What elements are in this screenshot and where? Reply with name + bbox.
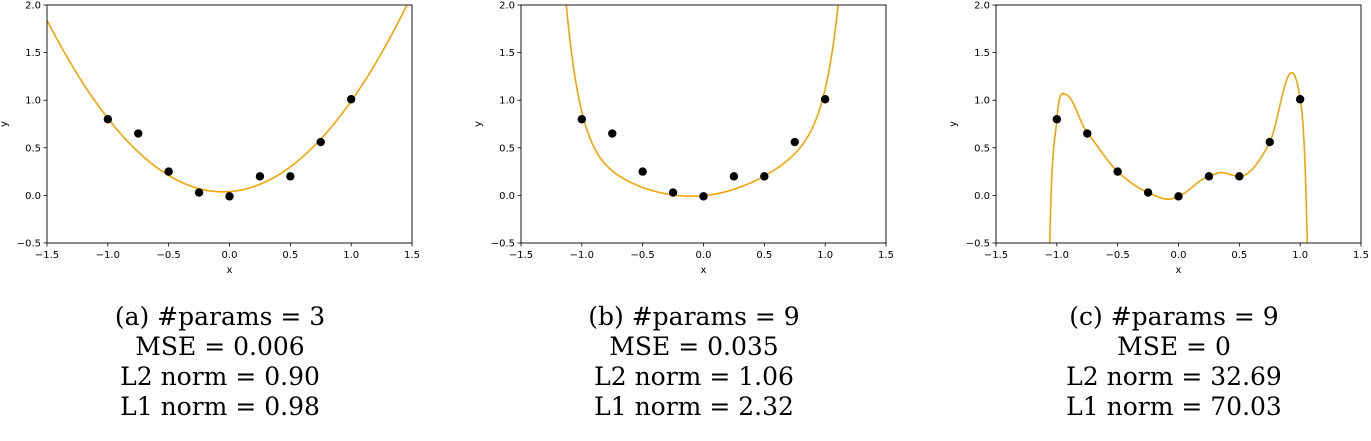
x-tick-label: −0.5	[631, 250, 655, 261]
y-tick-label: 1.0	[25, 96, 41, 107]
y-tick-label: 0.0	[499, 191, 515, 202]
fit-curve	[1048, 71, 1309, 243]
y-tick-label: 1.5	[25, 48, 41, 59]
x-tick-label: −1.0	[1045, 250, 1069, 261]
x-tick-label: 1.0	[817, 250, 833, 261]
y-tick-label: 1.0	[974, 96, 990, 107]
fit-curve	[47, 5, 408, 193]
y-tick-label: 1.0	[499, 96, 515, 107]
caption-a: (a) #params = 3 MSE = 0.006 L2 norm = 0.…	[10, 302, 430, 422]
caption-l2: L2 norm = 1.06	[594, 362, 794, 391]
data-point	[1052, 115, 1062, 124]
y-tick-label: 2.0	[974, 1, 990, 12]
caption-l1: L1 norm = 0.98	[120, 392, 320, 421]
data-point	[1174, 192, 1183, 201]
x-tick-label: 1.0	[343, 250, 359, 261]
data-point	[577, 115, 587, 124]
x-axis-label: x	[701, 265, 707, 276]
caption-l1: L1 norm = 2.32	[594, 392, 794, 421]
caption-mse: MSE = 0.035	[609, 332, 779, 361]
data-point	[346, 95, 356, 104]
data-point	[1295, 95, 1305, 104]
data-point	[316, 137, 325, 147]
x-axis-label: x	[227, 265, 233, 276]
x-tick-label: 1.5	[878, 250, 894, 261]
data-point	[1204, 172, 1214, 181]
x-tick-label: 1.5	[404, 250, 420, 261]
data-point	[134, 129, 143, 138]
y-tick-label: 2.0	[25, 1, 41, 12]
subplot-a: −1.5 −1.0 −0.5 0.0 0.5 1.0 1.5 −0.5 0.0 0.5 1.0 1.5…	[0, 1, 420, 277]
caption-mse: MSE = 0.006	[135, 332, 305, 361]
y-tick-label: −0.5	[966, 239, 990, 250]
subplot-b: −1.5 −1.0 −0.5 0.0 0.5 1.0 1.5 −0.5 0.0 0.5 1.0 1.5…	[473, 1, 894, 277]
y-tick-label: 0.0	[974, 191, 990, 202]
axes-frame	[520, 4, 887, 244]
data-point	[1143, 188, 1153, 197]
caption-params: (c) #params = 9	[1069, 302, 1279, 331]
caption-params: (a) #params = 3	[114, 302, 326, 331]
x-tick-label: −1.5	[984, 250, 1008, 261]
data-point	[286, 172, 295, 181]
x-tick-label: 1.0	[1292, 250, 1308, 261]
data-point	[790, 137, 799, 147]
data-point	[699, 192, 708, 201]
y-tick-label: 0.5	[974, 143, 990, 154]
x-tick-label: 0.0	[696, 250, 712, 261]
data-point	[194, 188, 204, 197]
caption-mse: MSE = 0	[1117, 332, 1231, 361]
y-tick-label: 2.0	[499, 1, 515, 12]
data-point	[608, 129, 617, 138]
x-tick-label: 0.5	[1231, 250, 1247, 261]
caption-c: (c) #params = 9 MSE = 0 L2 norm = 32.69 …	[964, 302, 1371, 422]
caption-l2: L2 norm = 0.90	[120, 362, 320, 391]
x-tick-label: −1.0	[570, 250, 594, 261]
subplot-c: −1.5 −1.0 −0.5 0.0 0.5 1.0 1.5 −0.5 0.0 0.5 1.0 1.5…	[948, 1, 1369, 277]
data-point	[729, 172, 739, 181]
y-tick-label: 0.0	[25, 191, 41, 202]
x-tick-label: −0.5	[1106, 250, 1130, 261]
x-tick-label: 0.0	[222, 250, 238, 261]
caption-params: (b) #params = 9	[588, 302, 800, 331]
y-tick-label: −0.5	[491, 239, 515, 250]
y-axis-label: y	[473, 121, 484, 127]
y-tick-label: 0.5	[25, 143, 41, 154]
x-tick-label: −0.5	[157, 250, 181, 261]
x-axis-label: x	[1176, 265, 1182, 276]
x-tick-label: −1.5	[35, 250, 59, 261]
data-point	[760, 172, 769, 181]
data-point	[1265, 137, 1274, 147]
data-point	[164, 167, 173, 176]
y-tick-label: 0.5	[499, 143, 515, 154]
y-tick-label: 1.5	[499, 48, 515, 59]
y-tick-label: 1.5	[974, 48, 990, 59]
data-point	[103, 115, 113, 124]
y-tick-label: −0.5	[17, 239, 41, 250]
y-axis-label: y	[948, 121, 959, 127]
data-point	[638, 167, 647, 176]
data-point	[1083, 129, 1092, 138]
caption-b: (b) #params = 9 MSE = 0.035 L2 norm = 1.…	[484, 302, 904, 422]
x-tick-label: −1.0	[96, 250, 120, 261]
figure: −1.5 −1.0 −0.5 0.0 0.5 1.0 1.5 −0.5 0.0 0.5 1.0 1.5…	[0, 1, 1369, 277]
x-tick-label: 1.5	[1353, 250, 1369, 261]
data-point	[1235, 172, 1244, 181]
y-axis-label: y	[0, 121, 10, 127]
data-point	[1113, 167, 1122, 176]
fit-curve	[565, 5, 839, 197]
axes-frame	[46, 4, 413, 244]
x-tick-label: 0.0	[1171, 250, 1187, 261]
data-point	[255, 172, 265, 181]
caption-l2: L2 norm = 32.69	[1066, 362, 1282, 391]
x-tick-label: 0.5	[756, 250, 772, 261]
data-point	[668, 188, 678, 197]
data-point	[225, 192, 234, 201]
data-point	[820, 95, 830, 104]
x-tick-label: −1.5	[509, 250, 533, 261]
x-tick-label: 0.5	[282, 250, 298, 261]
caption-l1: L1 norm = 70.03	[1066, 392, 1282, 421]
